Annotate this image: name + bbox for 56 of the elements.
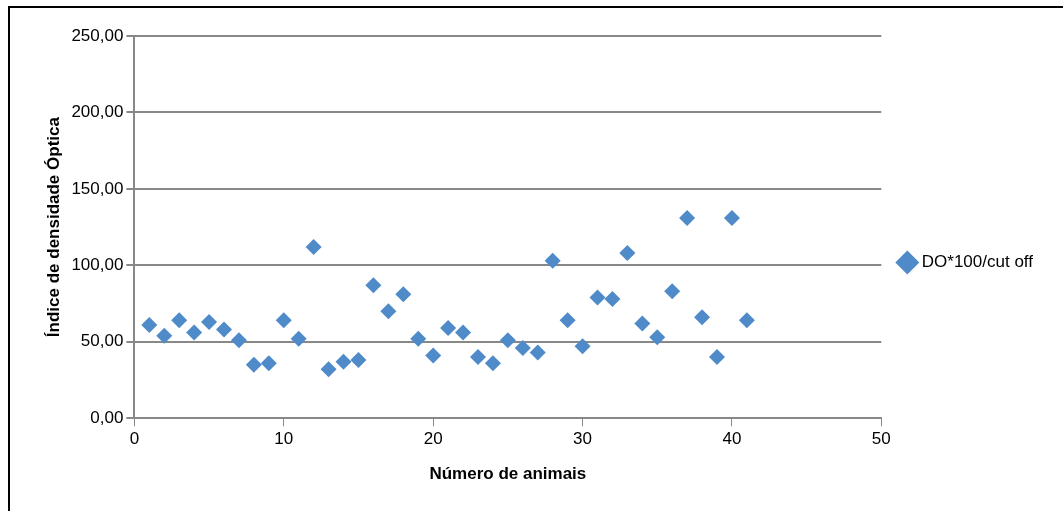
point bbox=[171, 312, 188, 329]
point bbox=[664, 283, 681, 300]
point bbox=[335, 353, 352, 370]
point bbox=[634, 315, 651, 332]
point bbox=[440, 320, 457, 336]
point bbox=[395, 286, 412, 303]
point bbox=[484, 355, 501, 372]
point bbox=[559, 312, 576, 329]
y-tick-label: 0,00 bbox=[90, 407, 124, 427]
point bbox=[708, 349, 725, 366]
point bbox=[738, 312, 755, 329]
point bbox=[455, 324, 472, 341]
point bbox=[589, 289, 606, 306]
y-tick-label: 200,00 bbox=[71, 102, 124, 122]
y-tick-label: 250,00 bbox=[71, 25, 124, 45]
point bbox=[245, 356, 262, 373]
point bbox=[649, 329, 666, 346]
x-tick-label: 30 bbox=[573, 429, 592, 449]
point bbox=[350, 352, 367, 369]
y-tick-label: 50,00 bbox=[80, 331, 124, 351]
y-axis-title: Índice de densidade Óptica bbox=[43, 116, 63, 338]
point bbox=[260, 355, 277, 372]
x-tick-label: 20 bbox=[423, 429, 443, 449]
point bbox=[619, 245, 636, 262]
point bbox=[604, 290, 621, 307]
point bbox=[186, 324, 203, 341]
point bbox=[320, 361, 337, 378]
point bbox=[156, 327, 173, 344]
point bbox=[305, 238, 322, 255]
x-tick-label: 10 bbox=[274, 429, 294, 449]
x-tick-label: 0 bbox=[129, 429, 140, 449]
point bbox=[529, 344, 546, 361]
point bbox=[723, 209, 740, 226]
point bbox=[410, 330, 427, 347]
x-axis-title: Número de animais bbox=[429, 464, 587, 484]
point bbox=[574, 338, 591, 355]
x-tick-label: 50 bbox=[871, 429, 891, 449]
point bbox=[380, 303, 397, 320]
point bbox=[365, 277, 382, 294]
point bbox=[425, 347, 442, 364]
point bbox=[230, 332, 247, 349]
point bbox=[201, 313, 218, 330]
point bbox=[469, 349, 486, 366]
point bbox=[679, 209, 696, 226]
point bbox=[514, 339, 531, 356]
x-tick-label: 40 bbox=[722, 429, 742, 449]
point bbox=[141, 316, 158, 333]
point bbox=[544, 252, 561, 269]
y-tick-label: 150,00 bbox=[71, 178, 124, 198]
legend-label: DO*100/cut off bbox=[921, 252, 1034, 272]
point bbox=[499, 332, 516, 349]
point bbox=[694, 309, 711, 326]
point bbox=[275, 312, 292, 329]
y-tick-label: 100,00 bbox=[71, 255, 124, 275]
point bbox=[216, 321, 233, 338]
point bbox=[290, 330, 307, 347]
